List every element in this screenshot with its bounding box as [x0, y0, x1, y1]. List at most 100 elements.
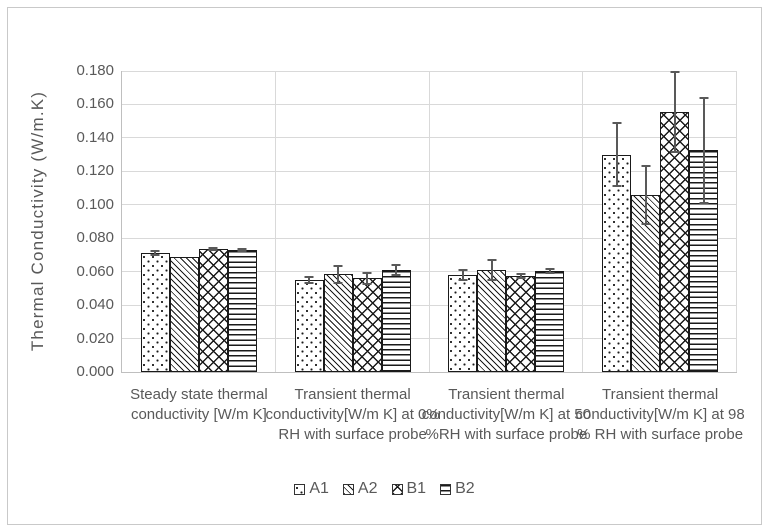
category-label-3: Transient thermal conductivity[W/m K] at…: [421, 386, 591, 443]
error-bar-cap-bottom: [237, 249, 247, 252]
error-bar-stem: [673, 71, 676, 153]
error-bar-stem: [519, 274, 522, 278]
y-tick-label: 0.120: [76, 162, 114, 180]
gridline-vertical: [736, 71, 737, 372]
error-bar-cap-top: [304, 275, 314, 278]
error-bar-cap-top: [237, 248, 247, 251]
error-bar-cap-top: [458, 269, 468, 271]
bar-A2-group1: [169, 256, 199, 372]
bar-B2-group3: [535, 270, 565, 372]
gridline-vertical: [428, 71, 430, 372]
bar-A1-group1: [140, 253, 170, 372]
error-bar-B2-group3: [535, 268, 564, 274]
error-bar-stem: [490, 259, 493, 281]
legend-item-B2: B2: [440, 480, 475, 498]
error-bar-B2-group2: [382, 263, 411, 277]
error-bar-B1-group4: [660, 70, 689, 154]
category-label-4: Transient thermal conductivity[W/m K] at…: [575, 386, 745, 443]
error-bar-B1-group1: [199, 246, 228, 252]
y-tick-label: 0.140: [76, 128, 114, 146]
gridline-horizontal: [122, 304, 737, 306]
gridline-horizontal: [122, 204, 737, 206]
gridline-horizontal: [122, 271, 737, 273]
error-bar-cap-bottom: [487, 279, 497, 282]
bar-B2-group1: [227, 249, 257, 372]
error-bar-cap-bottom: [545, 271, 555, 274]
error-bar-cap-bottom: [670, 151, 680, 154]
error-bar-stem: [644, 165, 647, 225]
error-bar-B1-group3: [506, 273, 535, 279]
bar-A1-group2: [294, 280, 324, 372]
error-bar-B1-group2: [353, 271, 382, 286]
error-bar-stem: [548, 269, 551, 273]
error-bar-A2-group3: [477, 258, 506, 282]
error-bar-stem: [337, 265, 340, 283]
bar-A1-group3: [448, 275, 478, 372]
error-bar-cap-top: [641, 164, 651, 167]
legend-label-B2: B2: [455, 480, 475, 497]
legend-item-A1: A1: [294, 480, 329, 498]
gridline-horizontal: [122, 103, 737, 105]
bar-A1-group4: [602, 154, 632, 372]
error-bar-stem: [461, 270, 464, 281]
error-bar-A1-group3: [448, 269, 477, 282]
error-bar-cap-top: [150, 250, 160, 253]
error-bar-cap-top: [487, 258, 497, 261]
legend: A1 A2 B1 B2: [0, 480, 769, 498]
chart-outer-border: [7, 7, 762, 525]
error-bar-cap-top: [362, 271, 372, 274]
bar-A2-group2: [323, 274, 353, 372]
category-label-1: Steady state thermal conductivity [W/m K…: [130, 386, 268, 423]
y-tick-label: 0.080: [76, 229, 114, 247]
error-bar-stem: [366, 272, 369, 285]
y-tick-label: 0.100: [76, 195, 114, 213]
gridline-horizontal: [122, 237, 737, 239]
error-bar-cap-bottom: [458, 279, 468, 282]
error-bar-cap-bottom: [304, 282, 314, 285]
error-bar-cap-top: [545, 268, 555, 271]
y-tick-label: 0.180: [76, 62, 114, 79]
y-tick-label: 0.020: [76, 329, 114, 347]
y-tick-label: 0.060: [76, 262, 114, 280]
error-bar-stem: [702, 97, 705, 204]
error-bar-cap-bottom: [150, 254, 160, 257]
error-bar-B2-group4: [689, 96, 718, 205]
bar-B1-group4: [660, 111, 690, 372]
error-bar-stem: [154, 251, 157, 256]
error-bar-cap-bottom: [699, 202, 709, 205]
error-bar-cap-top: [333, 264, 343, 267]
error-bar-A2-group4: [631, 164, 660, 226]
error-bar-A1-group2: [295, 275, 324, 285]
bar-B2-group2: [381, 270, 411, 372]
error-bar-A1-group4: [602, 121, 631, 188]
y-tick-label: 0.000: [76, 363, 114, 380]
error-bar-cap-bottom: [612, 185, 622, 188]
legend-swatch-B2: [440, 483, 452, 495]
gridline-vertical: [582, 71, 584, 372]
legend-swatch-A1: [294, 483, 306, 495]
error-bar-cap-bottom: [208, 249, 218, 252]
error-bar-stem: [308, 276, 311, 284]
bar-A2-group3: [477, 270, 507, 372]
legend-swatch-B1: [391, 483, 403, 495]
gridline-horizontal: [122, 70, 737, 72]
legend-label-A1: A1: [309, 480, 329, 497]
y-axis-title: Thermal Conductivity (W/m.K): [28, 90, 47, 352]
error-bar-B2-group1: [228, 248, 257, 252]
y-axis-line: [121, 71, 122, 372]
error-bar-A2-group2: [324, 264, 353, 284]
bar-B1-group3: [506, 275, 536, 372]
legend-item-B1: B1: [391, 480, 426, 498]
y-tick-label: 0.160: [76, 95, 114, 113]
legend-item-A2: A2: [342, 480, 378, 498]
error-bar-cap-bottom: [362, 283, 372, 286]
bar-B1-group2: [352, 278, 382, 372]
error-bar-cap-bottom: [333, 281, 343, 284]
error-bar-cap-bottom: [641, 223, 651, 226]
y-tick-label: 0.040: [76, 296, 114, 314]
error-bar-stem: [212, 247, 215, 251]
legend-swatch-A2: [342, 483, 354, 495]
error-bar-cap-top: [208, 246, 218, 249]
plot-area: [121, 70, 737, 373]
